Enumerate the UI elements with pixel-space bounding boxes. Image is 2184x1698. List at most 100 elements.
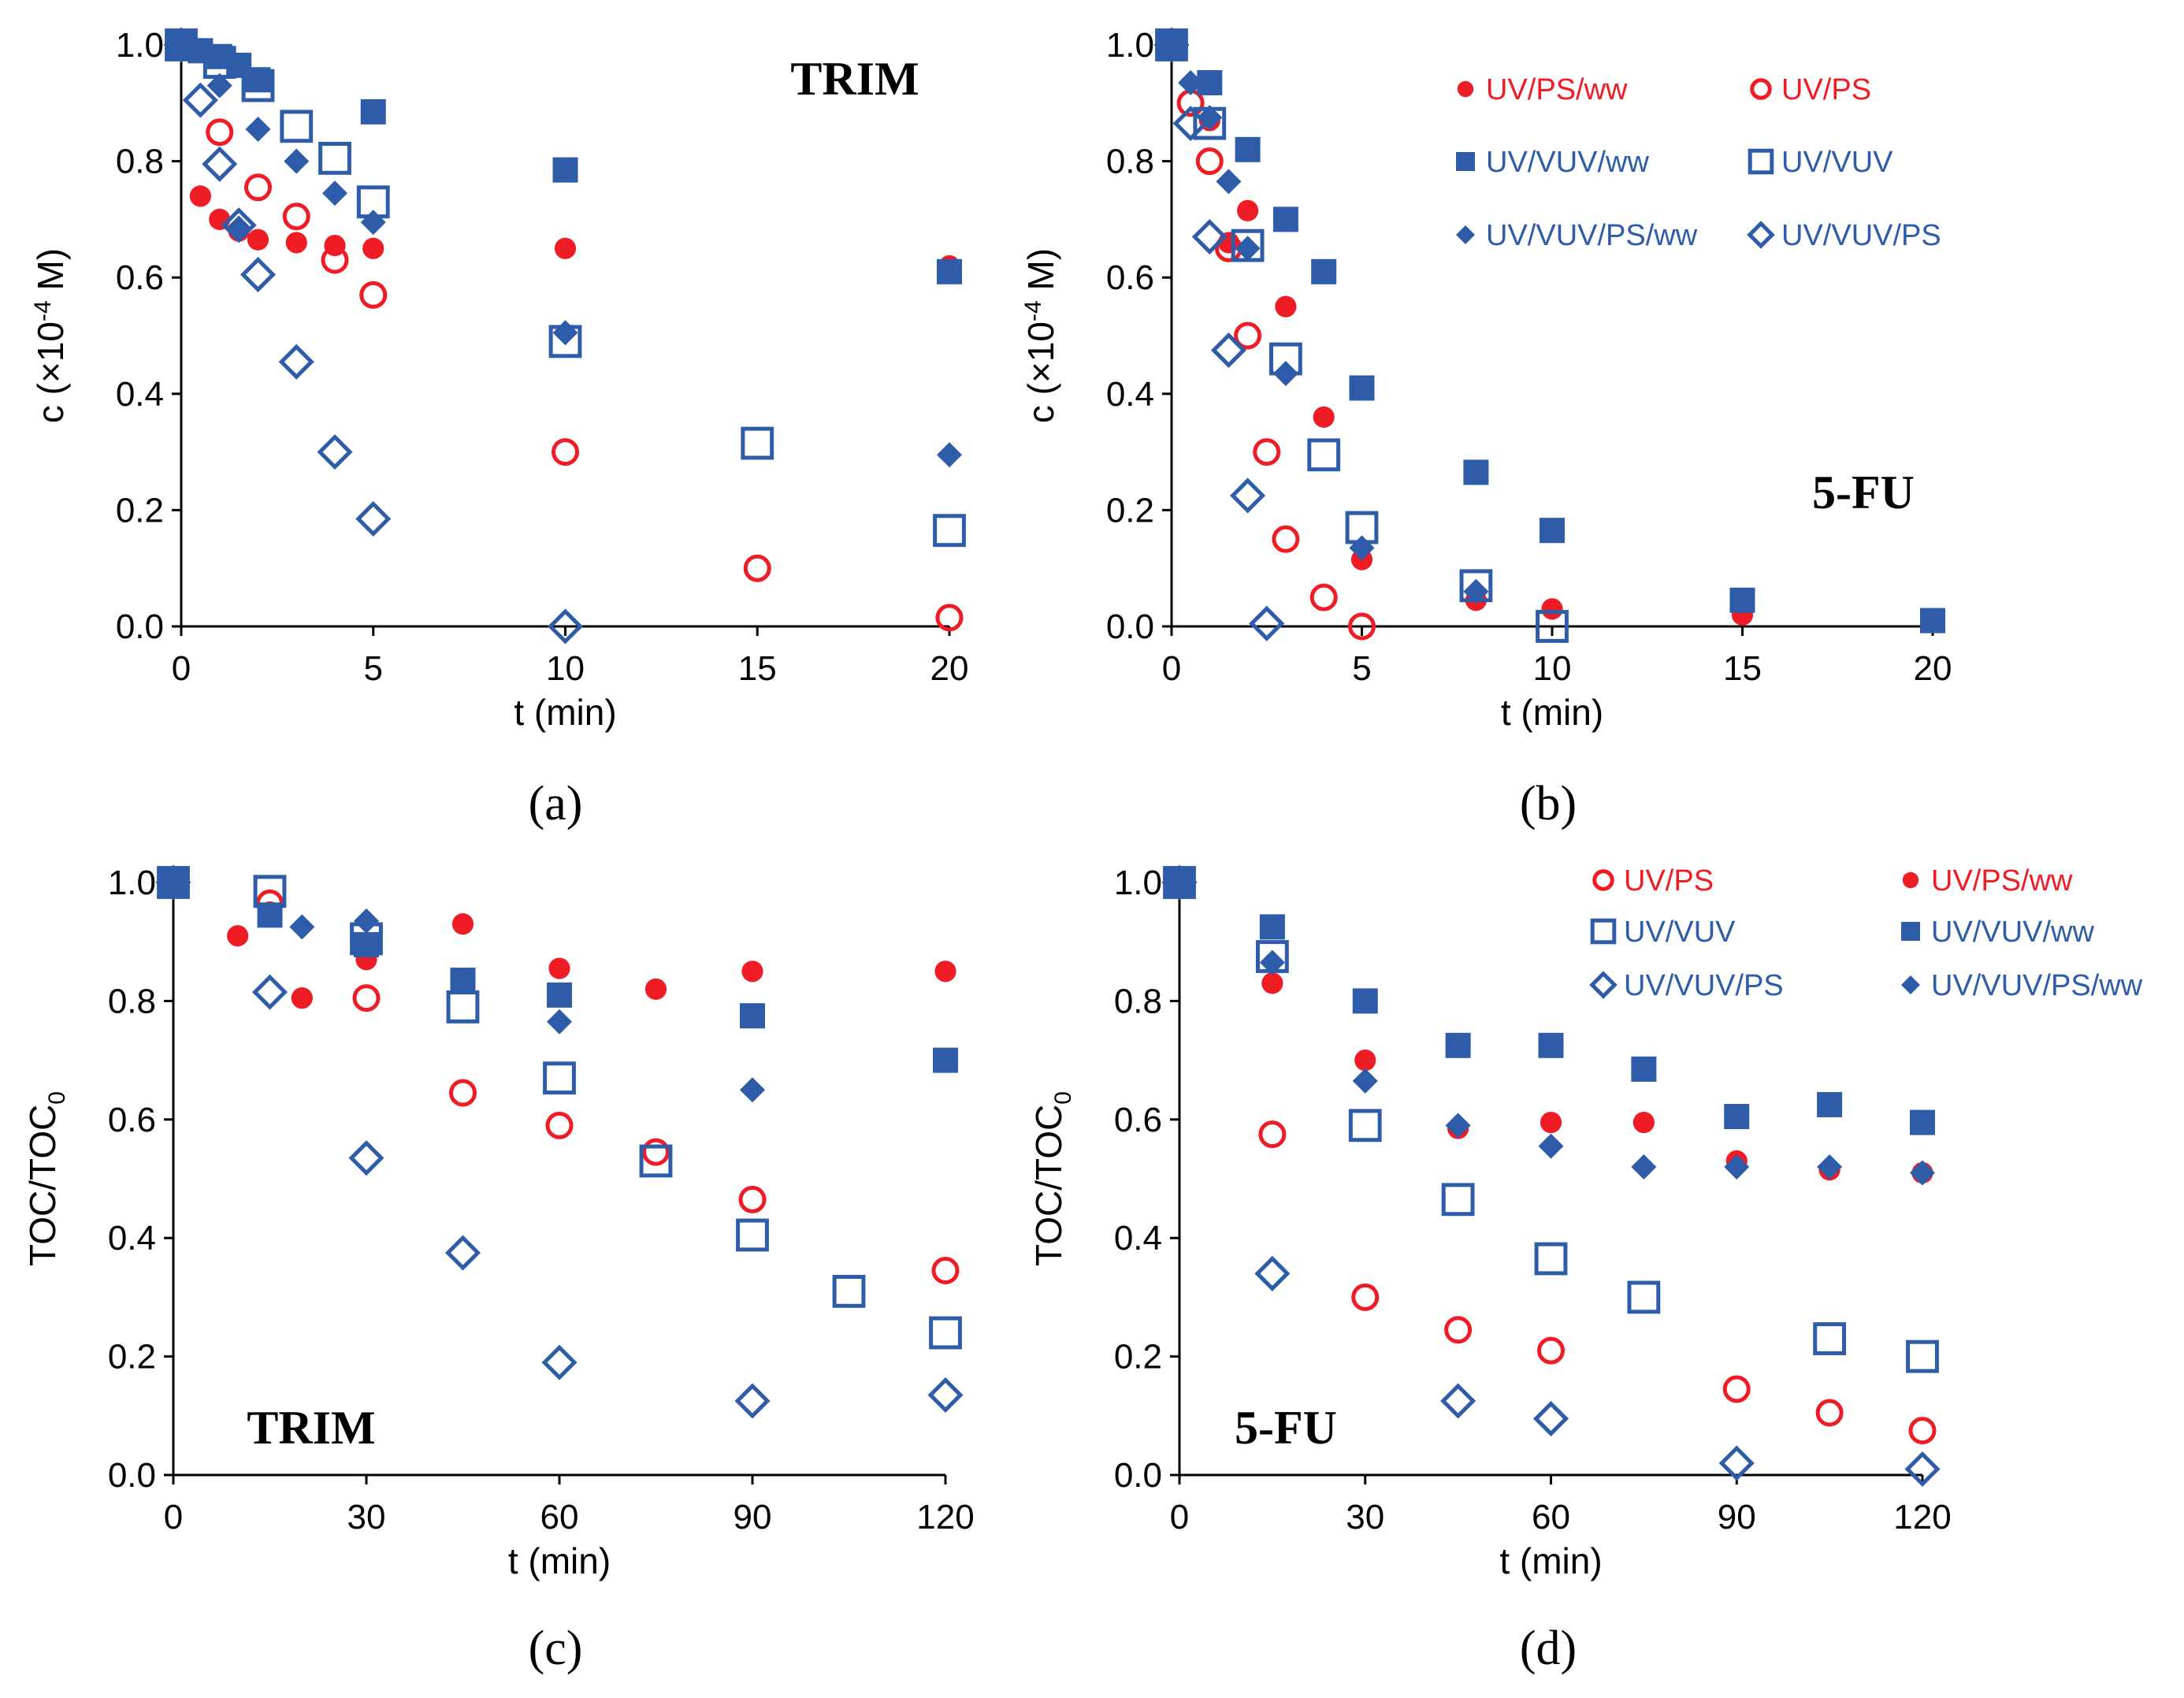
series-uv-vuv: [157, 866, 962, 1350]
y-tick-label: 0.0: [116, 607, 164, 646]
data-point: [202, 146, 238, 182]
legend-marker: [1901, 975, 1920, 994]
data-point: [1216, 169, 1242, 195]
series-uv-ps: [1157, 31, 1376, 641]
data-point: [547, 1009, 572, 1035]
y-axis-title: c (×10-4 M): [30, 248, 71, 423]
x-tick-label: 90: [734, 1498, 772, 1536]
data-point: [221, 207, 257, 243]
data-point: [206, 72, 232, 98]
data-point: [933, 514, 966, 548]
data-point: [291, 987, 313, 1009]
data-point: [1191, 219, 1228, 255]
x-tick-label: 30: [1346, 1498, 1384, 1536]
x-tick-label: 10: [546, 649, 585, 688]
data-point: [280, 110, 314, 143]
data-point: [1195, 147, 1224, 176]
data-point: [734, 1383, 771, 1419]
data-point: [1817, 1154, 1843, 1180]
legend-label: UV/VUV/ww: [1486, 146, 1649, 179]
data-point: [1815, 1399, 1844, 1427]
data-point: [1534, 1242, 1568, 1276]
data-point: [644, 978, 667, 1000]
data-point: [548, 957, 570, 979]
data-point: [240, 256, 277, 293]
data-point: [1275, 295, 1297, 318]
data-point: [740, 1003, 765, 1029]
data-point: [1540, 1111, 1562, 1134]
data-point: [1237, 199, 1259, 221]
data-point: [927, 1377, 964, 1414]
data-point: [1440, 1383, 1476, 1419]
data-point: [1178, 69, 1204, 95]
panel-compound-label: 5-FU: [1812, 466, 1915, 518]
y-tick-label: 1.0: [116, 26, 164, 65]
data-point: [227, 925, 249, 947]
data-point: [937, 258, 962, 284]
data-point: [241, 69, 275, 102]
data-point: [1309, 583, 1338, 611]
data-point: [933, 1047, 958, 1073]
data-point: [450, 968, 476, 994]
data-point: [931, 1257, 960, 1285]
legend-label: UV/PS: [1624, 864, 1714, 897]
data-point: [1540, 518, 1565, 544]
x-tick-label: 0: [172, 649, 191, 688]
data-point: [1259, 914, 1285, 940]
x-tick-label: 60: [540, 1498, 579, 1536]
data-point: [1445, 1032, 1471, 1058]
y-tick-label: 0.6: [116, 258, 164, 297]
x-axis-title: t (min): [1501, 692, 1603, 733]
data-point: [1348, 612, 1376, 641]
x-tick-label: 15: [738, 649, 777, 688]
y-tick-label: 0.2: [108, 1338, 156, 1377]
data-point: [1813, 1322, 1847, 1355]
data-point: [289, 914, 315, 940]
data-point: [1910, 1160, 1935, 1186]
series-uv-vuv-ww: [1159, 32, 1945, 633]
data-point: [543, 1061, 576, 1095]
data-point: [1444, 1316, 1473, 1344]
x-tick-label: 30: [347, 1498, 386, 1536]
data-point: [935, 604, 964, 632]
data-point: [1910, 1109, 1935, 1135]
data-point: [360, 98, 386, 124]
x-axis-title: t (min): [508, 1540, 611, 1581]
data-point: [446, 990, 480, 1024]
series-uv-vuv-ps-ww: [1159, 32, 1489, 604]
data-point: [1161, 864, 1198, 901]
data-point: [741, 426, 774, 460]
data-point: [359, 281, 388, 309]
data-point: [1311, 258, 1337, 284]
data-point: [1253, 438, 1281, 466]
data-point: [1538, 1133, 1564, 1159]
chart-panel-a: 0.0 0.2 0.4 0.6 0.8 1.0 0 5 10 15 20 t (min) c (×10-…: [30, 26, 968, 830]
data-point: [1349, 535, 1375, 561]
series-uv-vuv-ps: [155, 864, 964, 1419]
y-tick-label: 0.6: [1106, 258, 1154, 297]
legend-marker: [1748, 148, 1774, 175]
data-point: [1352, 1068, 1378, 1094]
chart-panel-c: 0.0 0.2 0.4 0.6 0.8 1.0 0 30 60 90 120 t (min) TOC/T…: [22, 864, 975, 1675]
y-axis-title: TOC/TOC0: [1028, 1091, 1076, 1266]
panel-compound-label: TRIM: [247, 1402, 375, 1454]
legend: UV/PS/ww UV/PS UV/VUV/ww UV/VUV UV/VUV/PS/ww…: [1456, 73, 1941, 252]
data-point: [741, 960, 763, 983]
data-point: [642, 1138, 670, 1166]
y-tick-label: 0.8: [116, 143, 164, 181]
data-point: [163, 27, 199, 63]
legend-label: UV/VUV/PS: [1624, 969, 1784, 1002]
data-point: [182, 82, 218, 118]
x-tick-label: 90: [1718, 1498, 1756, 1536]
data-point: [934, 960, 956, 983]
data-point: [449, 1079, 477, 1107]
data-point: [832, 1274, 866, 1308]
data-point: [317, 434, 353, 470]
data-point: [1724, 1154, 1750, 1180]
data-point: [278, 344, 314, 380]
y-tick-label: 0.0: [108, 1456, 156, 1495]
data-point: [1722, 1375, 1751, 1403]
data-point: [155, 864, 191, 901]
legend-marker: [1456, 225, 1475, 244]
data-point: [1259, 949, 1285, 975]
